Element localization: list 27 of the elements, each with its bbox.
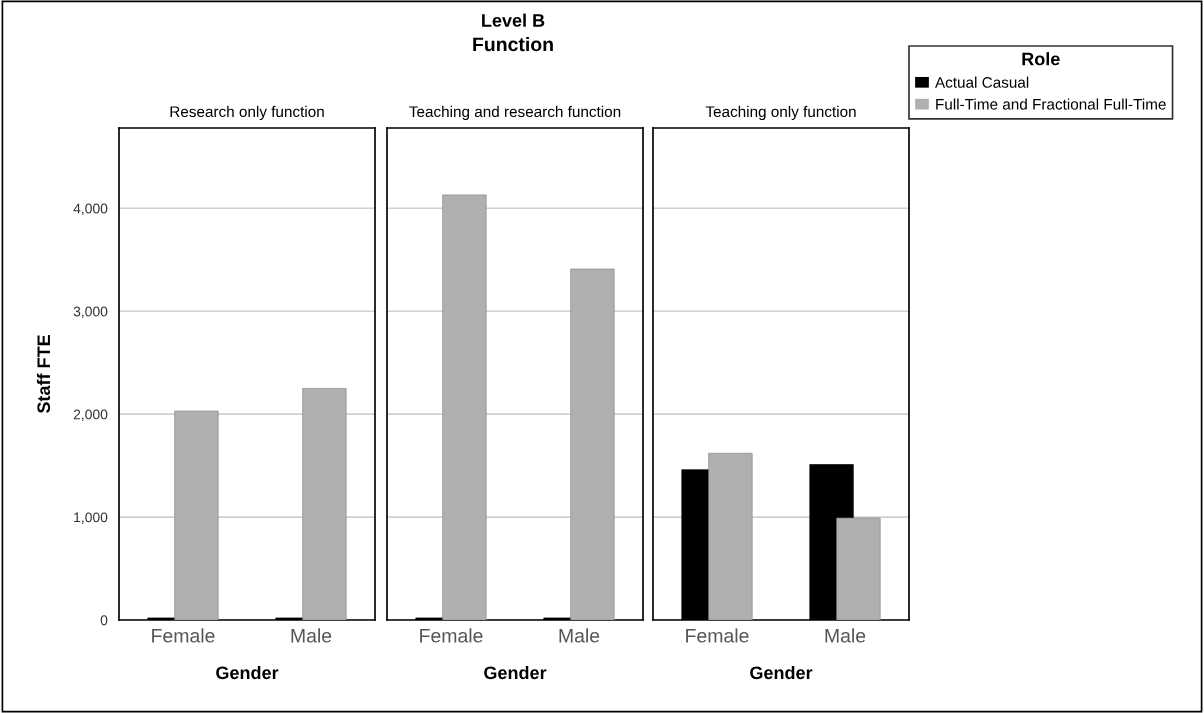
bar [174, 410, 219, 620]
x-tick-label: Male [825, 628, 866, 643]
x-axis-title: Gender [750, 665, 813, 680]
x-tick-label: Male [559, 628, 600, 643]
legend-label: Actual Casual [935, 76, 1029, 88]
legend-title: Role [1022, 52, 1060, 66]
x-tick-label: Female [686, 628, 749, 643]
legend-label: Full-Time and Fractional Full-Time [936, 98, 1166, 110]
y-tick-label: 4,000 [73, 203, 108, 216]
chart-title: Research only function [170, 105, 324, 121]
text: Function [473, 36, 553, 52]
y-tick-label: 2,000 [73, 409, 108, 421]
y-tick-label: 3,000 [73, 306, 108, 319]
y-tick-label: 0 [100, 615, 108, 626]
text: Level B [482, 13, 545, 27]
bar [302, 388, 347, 620]
y-tick-label: 1,000 [74, 512, 108, 524]
x-tick-label: Female [152, 628, 215, 643]
chart-title: Teaching and research function [409, 105, 621, 121]
x-axis-title: Gender [484, 665, 547, 680]
x-axis-title: Gender [216, 665, 279, 680]
chart-title: Teaching only function [705, 105, 856, 121]
x-tick-label: Female [420, 628, 483, 643]
bar [708, 452, 753, 620]
y-axis-title: Staff FTE [36, 335, 51, 414]
bar [836, 517, 881, 620]
x-tick-label: Male [291, 628, 332, 643]
